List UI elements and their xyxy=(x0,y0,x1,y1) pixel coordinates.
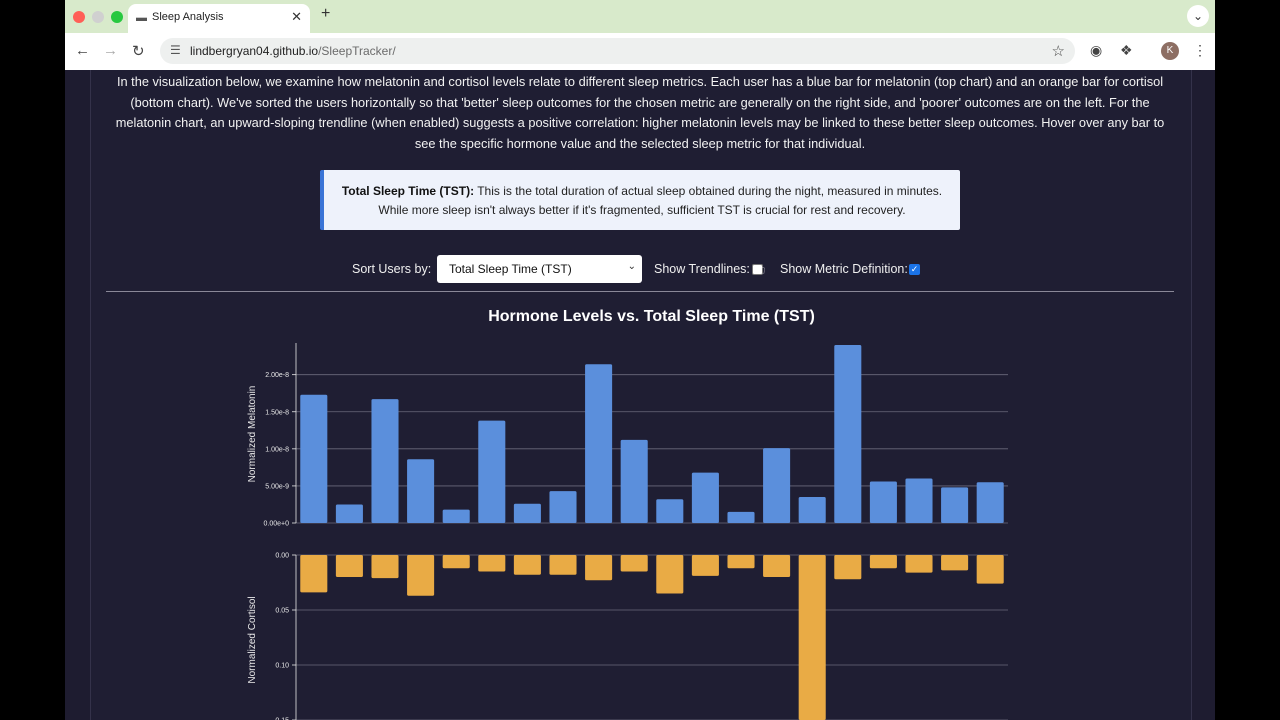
chevron-down-icon: ⌄ xyxy=(627,261,636,272)
melatonin-bar xyxy=(407,459,435,523)
cortisol-bar xyxy=(727,555,755,569)
extension-g-icon[interactable]: ◉ xyxy=(1090,42,1103,58)
melatonin-bar xyxy=(300,394,328,523)
page-content: In the visualization below, we examine h… xyxy=(65,70,1215,720)
chart-controls: Sort Users by: Total Sleep Time (TST) ⌄ … xyxy=(65,255,1215,285)
cortisol-bar xyxy=(869,555,897,569)
new-tab-icon[interactable]: + xyxy=(321,5,331,22)
melatonin-bar xyxy=(371,399,399,523)
melatonin-axis-label: Normalized Melatonin xyxy=(247,386,258,483)
melatonin-tick-label: 0.00e+0 xyxy=(264,521,290,528)
metric-definition-box: Total Sleep Time (TST): This is the tota… xyxy=(320,170,960,230)
cortisol-bar xyxy=(656,555,684,594)
melatonin-bar xyxy=(656,499,684,523)
left-letterbox xyxy=(0,0,65,720)
url-path: /SleepTracker/ xyxy=(318,44,396,58)
tab-sleep-analysis[interactable]: ▬ Sleep Analysis ✕ xyxy=(128,4,310,33)
maximize-window-button[interactable] xyxy=(111,11,123,23)
definition-term: Total Sleep Time (TST): xyxy=(341,184,475,198)
bookmark-star-icon[interactable]: ☆ xyxy=(1051,43,1065,60)
definition-text: This is the total duration of actual sle… xyxy=(378,184,943,217)
cortisol-tick-label: 0.10 xyxy=(275,663,289,670)
close-window-button[interactable] xyxy=(73,11,85,23)
close-tab-icon[interactable]: ✕ xyxy=(291,9,302,24)
cortisol-tick-label: 0.05 xyxy=(275,608,289,615)
cortisol-bar xyxy=(763,555,791,577)
melatonin-tick-label: 1.00e-8 xyxy=(265,446,289,453)
cortisol-axis-label: Normalized Cortisol xyxy=(247,596,258,683)
melatonin-bar xyxy=(691,472,719,523)
cortisol-bar xyxy=(941,555,969,571)
cortisol-bar xyxy=(407,555,435,596)
intro-paragraph: In the visualization below, we examine h… xyxy=(115,74,1165,151)
tab-strip: ▬ Sleep Analysis ✕ + ⌄ xyxy=(65,0,1215,33)
melatonin-bar xyxy=(585,364,613,523)
melatonin-bar xyxy=(335,504,363,523)
trendlines-checkbox[interactable] xyxy=(752,264,763,275)
cortisol-bar xyxy=(834,555,862,580)
cortisol-tick-label: 0.00 xyxy=(275,553,289,560)
melatonin-bar xyxy=(976,482,1004,523)
melatonin-bar xyxy=(549,491,577,523)
url-text[interactable]: lindbergryan04.github.io/SleepTracker/ xyxy=(190,44,396,58)
reload-icon[interactable]: ↻ xyxy=(132,43,145,60)
cortisol-bar xyxy=(335,555,363,577)
address-bar[interactable]: ☰ lindbergryan04.github.io/SleepTracker/… xyxy=(160,38,1075,64)
melatonin-bar xyxy=(763,448,791,523)
melatonin-bar xyxy=(442,509,470,523)
melatonin-tick-label: 2.00e-8 xyxy=(265,372,289,379)
site-info-icon[interactable]: ☰ xyxy=(170,43,181,57)
melatonin-bar xyxy=(620,439,648,523)
melatonin-bar xyxy=(798,497,826,523)
minimize-window-button[interactable] xyxy=(92,11,104,23)
back-icon[interactable]: ← xyxy=(75,42,90,59)
cortisol-bar xyxy=(371,555,399,579)
cortisol-bar xyxy=(549,555,577,575)
sort-selected-value: Total Sleep Time (TST) xyxy=(449,262,572,276)
browser-toolbar: ← → ↻ ☰ lindbergryan04.github.io/SleepTr… xyxy=(65,33,1215,70)
bed-icon: ▬ xyxy=(136,12,147,24)
melatonin-bar xyxy=(727,511,755,523)
mouse-pointer-icon: ☜ xyxy=(754,263,766,278)
puzzle-extensions-icon[interactable]: ❖ xyxy=(1120,42,1133,58)
browser-window: ▬ Sleep Analysis ✕ + ⌄ ← → ↻ ☰ lindbergr… xyxy=(65,0,1215,720)
more-menu-icon[interactable]: ⋮ xyxy=(1193,42,1207,58)
sort-users-select[interactable]: Total Sleep Time (TST) ⌄ xyxy=(437,255,642,283)
cortisol-bar xyxy=(691,555,719,576)
cortisol-bar xyxy=(300,555,328,593)
definition-checkbox[interactable]: ✓ xyxy=(909,264,920,275)
cortisol-bar xyxy=(798,555,826,720)
melatonin-bar xyxy=(905,478,933,523)
forward-icon[interactable]: → xyxy=(103,42,118,59)
profile-avatar[interactable]: K xyxy=(1161,42,1179,60)
chart-title: Hormone Levels vs. Total Sleep Time (TST… xyxy=(488,308,815,325)
sort-label: Sort Users by: xyxy=(352,262,432,276)
definition-toggle-label: Show Metric Definition: xyxy=(780,262,908,276)
trendlines-label: Show Trendlines: xyxy=(654,262,750,276)
url-host: lindbergryan04.github.io xyxy=(190,44,319,58)
cortisol-bar xyxy=(585,555,613,581)
cortisol-bar xyxy=(620,555,648,572)
tab-title: Sleep Analysis xyxy=(152,11,224,23)
cortisol-bar xyxy=(976,555,1004,584)
section-divider xyxy=(106,291,1174,292)
cortisol-bar xyxy=(905,555,933,573)
hormone-chart: 0.00e+0 5.00e-9 1.00e-8 1.50e-8 2.00e-8 Norma… xyxy=(247,343,1008,720)
melatonin-bar xyxy=(513,503,541,523)
right-letterbox xyxy=(1215,0,1280,720)
cortisol-bar xyxy=(513,555,541,575)
melatonin-bar xyxy=(941,487,969,523)
cortisol-tick-label: 0.15 xyxy=(275,718,289,720)
melatonin-bar xyxy=(834,345,862,523)
melatonin-bar xyxy=(478,420,506,523)
melatonin-tick-label: 1.50e-8 xyxy=(265,409,289,416)
cortisol-bar xyxy=(478,555,506,572)
tab-search-icon[interactable]: ⌄ xyxy=(1187,5,1209,27)
melatonin-bar xyxy=(869,481,897,523)
melatonin-tick-label: 5.00e-9 xyxy=(265,483,289,490)
cortisol-bar xyxy=(442,555,470,569)
